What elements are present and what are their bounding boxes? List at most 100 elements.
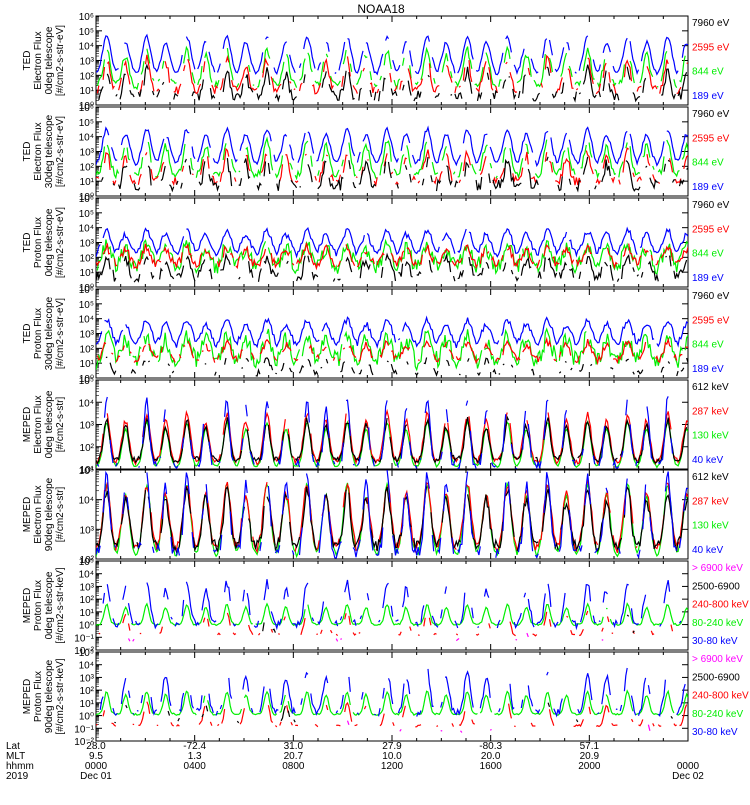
legend-entry: 612 keV <box>692 472 729 483</box>
y-tick-label: 10³ <box>80 421 95 432</box>
y-tick-label: 10⁵ <box>79 300 94 311</box>
y-axis-label-line: [#/cm2-s-str-keV] <box>55 658 66 734</box>
series-blue <box>103 579 688 628</box>
series-red <box>96 701 688 728</box>
series-blue <box>96 470 688 559</box>
y-axis-label-line: TED <box>22 233 33 253</box>
y-tick-label: 10³ <box>80 330 95 341</box>
y-axis-label-line: Electron Flux <box>33 31 44 89</box>
footer-mlt: 10.0 <box>382 751 402 762</box>
legend-entry: 2595 eV <box>692 42 730 53</box>
series-red <box>96 242 688 271</box>
y-axis-label-line: TED <box>22 142 33 162</box>
y-axis-label-line: Proton Flux <box>33 217 44 268</box>
series-red <box>96 147 688 188</box>
footer-hhmm: 1600 <box>480 761 503 772</box>
series-red <box>96 54 688 95</box>
y-axis-label-line: 30deg telescope <box>44 296 55 370</box>
footer-row-label: hhmm <box>6 761 34 772</box>
y-axis-label-line: 0deg telescope <box>44 571 55 639</box>
footer-mlt: 20.7 <box>284 751 304 762</box>
panel-1: 10⁰ 10¹ 10² 10³ 10⁴ 10⁵ 10⁶ TED Electron Flux 0de… <box>22 12 730 112</box>
legend-entry: 40 keV <box>692 455 723 466</box>
y-tick-label: 10¹ <box>80 86 95 97</box>
y-tick-label: 10³ <box>80 673 95 684</box>
y-tick-label: 10² <box>80 253 95 264</box>
series-black <box>98 63 688 103</box>
series-black <box>96 156 688 193</box>
y-tick-label: 10² <box>80 71 95 82</box>
panel-frame <box>95 560 689 651</box>
footer-date: Dec 02 <box>672 771 704 782</box>
panel-traces <box>96 668 688 733</box>
y-tick-label: 10³ <box>80 57 95 68</box>
y-axis-label-line: 90deg telescope <box>44 659 55 733</box>
footer-hhmm: 0400 <box>184 761 207 772</box>
y-axis-label-line: [#/cm2-s-str] <box>55 487 66 543</box>
y-tick-label: 10¹ <box>80 699 95 710</box>
y-axis-label-line: 0deg telescope <box>44 390 55 458</box>
panel-6: 10² 10³ 10⁴ 10⁵ MEPED Electron Flux 90deg tele… <box>22 466 729 566</box>
series-blue <box>96 33 688 76</box>
legend-entry: 80-240 keV <box>692 618 743 629</box>
footer-lat: -80.3 <box>479 741 502 752</box>
legend-entry: 612 keV <box>692 382 729 393</box>
panel-traces <box>96 396 688 468</box>
legend-entry: 7960 eV <box>692 200 730 211</box>
y-tick-label: 10³ <box>80 582 95 593</box>
legend-entry: 287 keV <box>692 406 729 417</box>
y-tick-label: 10³ <box>80 525 95 536</box>
legend-entry: 189 eV <box>692 91 724 102</box>
panel-4: 10⁰ 10¹ 10² 10³ 10⁴ 10⁵ 10⁶ TED Proton Flux 30deg… <box>22 285 730 385</box>
panel-traces <box>96 125 688 193</box>
panel-traces <box>96 33 688 103</box>
footer-lat: -72.4 <box>183 741 206 752</box>
y-tick-label: 10¹ <box>80 177 95 188</box>
series-blue <box>96 125 688 168</box>
y-tick-label: 10⁻² <box>74 737 94 748</box>
y-axis-label-line: [#/cm2-s-str-eV] <box>55 25 66 96</box>
y-tick-label: 10⁴ <box>79 42 94 53</box>
y-tick-label: 10⁶ <box>79 103 94 114</box>
legend-entry: 189 eV <box>692 273 724 284</box>
series-blue <box>96 226 688 259</box>
y-axis-label-line: MEPED <box>22 497 33 533</box>
y-axis-label-line: MEPED <box>22 679 33 715</box>
legend-entry: > 6900 keV <box>692 654 743 665</box>
y-axis-label-line: TED <box>22 51 33 71</box>
legend-entry: 2595 eV <box>692 133 730 144</box>
y-tick-label: 10⁴ <box>79 496 94 507</box>
legend-entry: 2500-6900 <box>692 672 740 683</box>
footer-date: Dec 01 <box>80 771 112 782</box>
panel-5: 10¹ 10² 10³ 10⁴ 10⁵ MEPED Electron Flux 0deg te… <box>22 376 729 476</box>
y-axis-label-line: Proton Flux <box>33 308 44 359</box>
y-tick-label: 10⁵ <box>79 557 94 568</box>
legend-entry: 844 eV <box>692 158 724 169</box>
legend-entry: 2500-6900 <box>692 581 740 592</box>
y-tick-label: 10⁰ <box>79 283 94 294</box>
y-tick-label: 10³ <box>80 148 95 159</box>
footer-row-label: MLT <box>6 751 25 762</box>
footer-hhmm: 0800 <box>282 761 305 772</box>
y-tick-label: 10⁰ <box>79 374 94 385</box>
legend-entry: 844 eV <box>692 340 724 351</box>
y-tick-label: 10⁶ <box>79 285 94 296</box>
series-green <box>96 689 688 716</box>
series-red <box>96 408 688 467</box>
footer-row-label: 2019 <box>6 771 29 782</box>
y-tick-label: 10³ <box>80 239 95 250</box>
y-tick-label: 10² <box>80 595 95 606</box>
series-green <box>96 327 688 372</box>
y-tick-label: 10⁰ <box>79 621 94 632</box>
footer-row-label: Lat <box>6 741 20 752</box>
y-tick-label: 10⁵ <box>79 376 94 387</box>
y-tick-label: 10⁴ <box>79 315 94 326</box>
chart-title: NOAA18 <box>357 2 405 16</box>
footer-hhmm: 0000 <box>85 761 108 772</box>
footer-lat: 31.0 <box>284 741 304 752</box>
footer-lat: 28.0 <box>86 741 106 752</box>
legend-entry: 40 keV <box>692 545 723 556</box>
y-axis-label-line: Electron Flux <box>33 395 44 453</box>
y-axis-label-line: MEPED <box>22 407 33 443</box>
panel-traces <box>96 579 688 641</box>
